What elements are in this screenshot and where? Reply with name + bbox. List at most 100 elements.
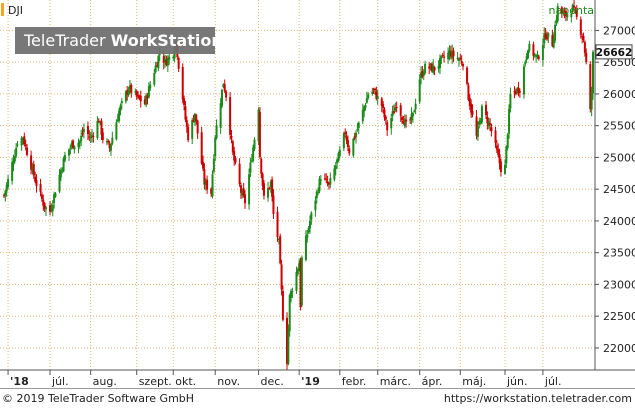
y-tick-label: 24000 bbox=[603, 215, 635, 228]
candle-body bbox=[5, 184, 8, 192]
candle-body bbox=[281, 290, 284, 320]
x-tick-label: jún. bbox=[506, 375, 528, 388]
candle-body bbox=[452, 50, 455, 57]
candle bbox=[70, 140, 73, 150]
candle bbox=[535, 53, 538, 63]
candle-body bbox=[231, 141, 234, 153]
candle bbox=[306, 230, 309, 243]
candle-body bbox=[543, 33, 546, 44]
candle-body bbox=[372, 89, 375, 91]
candle bbox=[281, 285, 284, 322]
candle bbox=[42, 194, 45, 211]
candle-body bbox=[183, 98, 186, 106]
candle-body bbox=[467, 85, 470, 100]
candle bbox=[581, 33, 584, 44]
candle bbox=[403, 114, 406, 129]
candle bbox=[413, 109, 416, 113]
candle bbox=[517, 81, 520, 97]
candle bbox=[15, 143, 18, 159]
candle-body bbox=[334, 165, 337, 170]
candle bbox=[490, 123, 493, 137]
candle bbox=[181, 63, 184, 104]
candle-body bbox=[344, 132, 347, 134]
candle bbox=[390, 113, 393, 135]
candle-body bbox=[508, 108, 511, 134]
website-link[interactable]: https://workstation.teletrader.com bbox=[443, 392, 632, 405]
candle-body bbox=[300, 257, 303, 306]
candle-body bbox=[26, 147, 29, 155]
candle bbox=[570, 10, 573, 23]
candle bbox=[242, 183, 245, 198]
y-tick-label: 27000 bbox=[603, 24, 635, 37]
candle bbox=[120, 97, 123, 110]
candle-body bbox=[570, 13, 573, 18]
candle-body bbox=[225, 91, 228, 98]
x-tick-label: dec. bbox=[261, 375, 284, 388]
candle-body bbox=[172, 56, 175, 59]
candle bbox=[300, 255, 303, 307]
candle bbox=[214, 135, 217, 162]
candle bbox=[509, 87, 512, 113]
candle-body bbox=[215, 125, 218, 139]
candle bbox=[291, 287, 294, 299]
candle-body bbox=[16, 144, 19, 146]
candle-body bbox=[82, 128, 85, 133]
candle bbox=[262, 179, 265, 200]
candle-body bbox=[524, 61, 527, 65]
frequency-label[interactable]: naponta bbox=[549, 4, 594, 17]
candle bbox=[269, 179, 272, 193]
x-tick-label: '18 bbox=[10, 375, 29, 388]
candle-body bbox=[23, 136, 26, 145]
candle-body bbox=[298, 263, 301, 271]
x-tick-label: szept. bbox=[139, 375, 172, 388]
candle-body bbox=[86, 126, 89, 135]
candle bbox=[285, 312, 288, 370]
candle bbox=[137, 91, 140, 100]
candle bbox=[383, 107, 386, 121]
candle-body bbox=[403, 119, 406, 127]
candle-body bbox=[479, 119, 482, 124]
candle bbox=[536, 50, 539, 60]
candle-body bbox=[206, 179, 209, 190]
candle bbox=[456, 52, 459, 61]
candle bbox=[230, 129, 233, 144]
candle bbox=[35, 174, 38, 193]
candle bbox=[49, 200, 52, 216]
x-tick-label: márc. bbox=[380, 375, 411, 388]
candle bbox=[348, 145, 351, 156]
candle-body bbox=[506, 134, 509, 148]
candle-body bbox=[585, 52, 588, 62]
candle-body bbox=[262, 183, 265, 196]
candle bbox=[382, 100, 385, 114]
candle-body bbox=[81, 133, 84, 135]
candle-body bbox=[222, 84, 225, 88]
candle-body bbox=[528, 43, 531, 51]
candle-body bbox=[490, 127, 493, 132]
candle-body bbox=[420, 72, 423, 78]
candle-body bbox=[421, 71, 424, 77]
candle-body bbox=[516, 88, 519, 93]
candle bbox=[72, 139, 75, 150]
candle bbox=[260, 157, 263, 179]
candle bbox=[355, 130, 358, 144]
candle-body bbox=[380, 98, 383, 106]
candle-body bbox=[234, 158, 237, 163]
candle bbox=[532, 41, 535, 61]
candle bbox=[590, 86, 593, 117]
candle-body bbox=[15, 147, 18, 156]
watermark: TeleTrader WorkStation bbox=[15, 27, 223, 54]
candle-body bbox=[32, 164, 35, 176]
candle bbox=[420, 66, 423, 85]
candle bbox=[386, 119, 389, 137]
candle bbox=[238, 158, 241, 187]
candle bbox=[441, 53, 444, 58]
candle bbox=[304, 230, 307, 262]
candle-body bbox=[42, 199, 45, 206]
candle-body bbox=[448, 50, 451, 55]
candle-body bbox=[202, 161, 205, 169]
candle-body bbox=[100, 120, 103, 135]
candle-body bbox=[462, 64, 465, 67]
candle-body bbox=[566, 14, 569, 18]
candle bbox=[59, 167, 62, 182]
candle bbox=[34, 171, 37, 184]
